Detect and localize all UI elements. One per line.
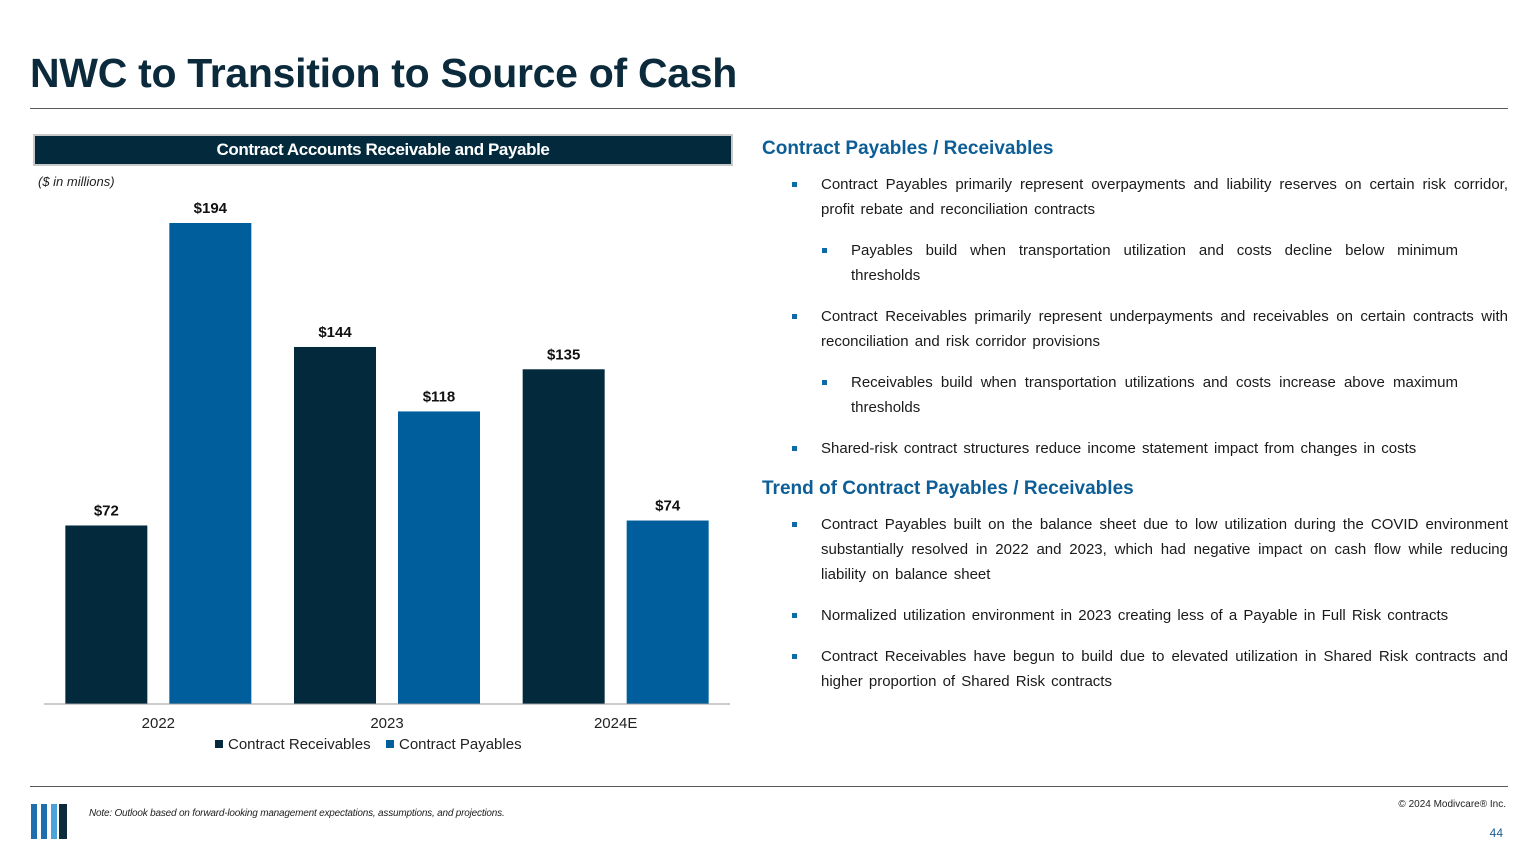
data-label: $135 <box>547 346 580 363</box>
square-bullet-icon <box>792 522 797 527</box>
bullet-item: Contract Payables primarily represent ov… <box>792 172 1508 222</box>
square-bullet-icon <box>822 380 827 385</box>
data-label: $118 <box>423 388 456 405</box>
legend-swatch <box>215 740 223 748</box>
bar-contract-receivables-2024e <box>522 369 605 704</box>
section-heading-payables-receivables: Contract Payables / Receivables <box>762 138 1054 159</box>
bullet-item: Contract Receivables primarily represent… <box>792 304 1508 354</box>
copyright: © 2024 Modivcare® Inc. <box>1398 799 1506 810</box>
data-label: $72 <box>94 502 119 519</box>
chart-header: Contract Accounts Receivable and Payable <box>33 134 733 166</box>
square-bullet-icon <box>792 654 797 659</box>
bar-contract-receivables-2022 <box>65 525 148 704</box>
page-title: NWC to Transition to Source of Cash <box>30 50 738 96</box>
data-label: $144 <box>318 324 352 341</box>
legend-label: Contract Receivables <box>228 736 371 753</box>
sub-bullet-item: Payables build when transportation utili… <box>822 238 1458 288</box>
footnote: Note: Outlook based on forward-looking m… <box>89 808 505 819</box>
logo-bar-1 <box>31 804 37 839</box>
logo-bar-3 <box>51 804 57 839</box>
company-logo-icon <box>31 804 67 839</box>
title-divider <box>30 108 1508 109</box>
bar-contract-receivables-2023 <box>294 346 376 704</box>
logo-bar-2 <box>41 804 47 839</box>
square-bullet-icon <box>792 446 797 451</box>
x-tick-label: 2023 <box>370 715 403 732</box>
x-tick-label: 2024E <box>594 715 637 732</box>
bullet-item: Normalized utilization environment in 20… <box>792 603 1508 628</box>
logo-bar-4 <box>59 804 67 839</box>
x-tick-label: 2022 <box>142 715 175 732</box>
square-bullet-icon <box>792 613 797 618</box>
sub-bullet-item: Receivables build when transportation ut… <box>822 370 1458 420</box>
footer-divider <box>30 786 1508 787</box>
bar-chart: $72 $194 2022 $144 $118 2023 $135 $74 2024E Contr… <box>44 200 730 753</box>
square-bullet-icon <box>822 248 827 253</box>
section-heading-trend: Trend of Contract Payables / Receivables <box>762 478 1134 499</box>
page-number: 44 <box>1489 826 1503 840</box>
bar-contract-payables-2023 <box>398 411 480 704</box>
bar-contract-payables-2022 <box>169 223 252 704</box>
square-bullet-icon <box>792 182 797 187</box>
square-bullet-icon <box>792 314 797 319</box>
bullet-item: Contract Payables built on the balance s… <box>792 512 1508 587</box>
legend-swatch <box>386 740 394 748</box>
data-label: $74 <box>655 498 681 515</box>
bullet-item: Contract Receivables have begun to build… <box>792 644 1508 694</box>
bullet-item: Shared-risk contract structures reduce i… <box>792 436 1508 461</box>
commentary-panel: Contract Payables / Receivables Contract… <box>762 138 1508 710</box>
data-label: $194 <box>194 200 228 217</box>
units-note: ($ in millions) <box>38 174 115 189</box>
bar-contract-payables-2024e <box>626 520 709 704</box>
legend-label: Contract Payables <box>399 736 522 753</box>
